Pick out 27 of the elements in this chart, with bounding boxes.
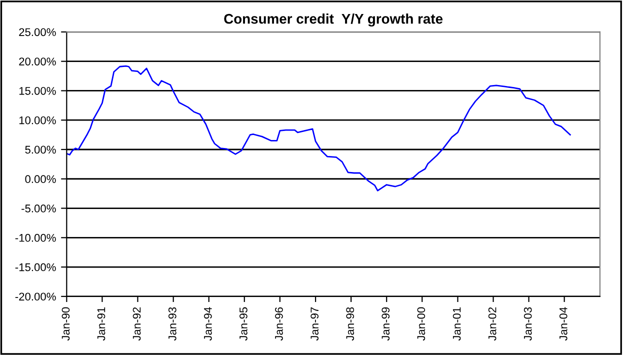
x-tick-label: Jan-98 [346, 307, 354, 341]
x-tick-label: Jan-00 [417, 307, 426, 341]
x-tick-label: Jan-97 [310, 307, 319, 341]
x-tick-label: Jan-96 [275, 307, 283, 341]
line-series [66, 65, 571, 192]
x-tick-label: Jan-01 [452, 307, 461, 341]
y-tick-label: 25.00% [19, 28, 56, 36]
x-tick-label: Jan-95 [240, 307, 248, 341]
y-tick-label: -15.00% [15, 263, 56, 272]
y-tick-label: 20.00% [19, 58, 56, 66]
x-tick-label: Jan-03 [524, 307, 532, 341]
x-tick-label: Jan-04 [559, 307, 568, 341]
x-tick-label: Jan-92 [132, 307, 141, 341]
x-tick-label: Jan-93 [168, 307, 176, 341]
y-tick-label: -10.00% [15, 234, 56, 242]
x-tick-label: Jan-02 [488, 307, 496, 341]
y-tick-label: -20.00% [15, 292, 56, 301]
y-tick-label: 5.00% [25, 146, 56, 154]
x-tick-label: Jan-90 [62, 307, 70, 341]
chart-title: Consumer credit Y/Y growth rate [224, 14, 443, 27]
x-tick-label: Jan-94 [204, 307, 212, 341]
x-tick-label: Jan-91 [97, 307, 106, 341]
y-tick-label: 15.00% [19, 86, 56, 95]
y-tick-label: 10.00% [19, 116, 56, 124]
x-tick-label: Jan-99 [382, 307, 390, 341]
y-tick-label: 0.00% [25, 175, 56, 184]
y-tick-label: -5.00% [22, 204, 56, 212]
